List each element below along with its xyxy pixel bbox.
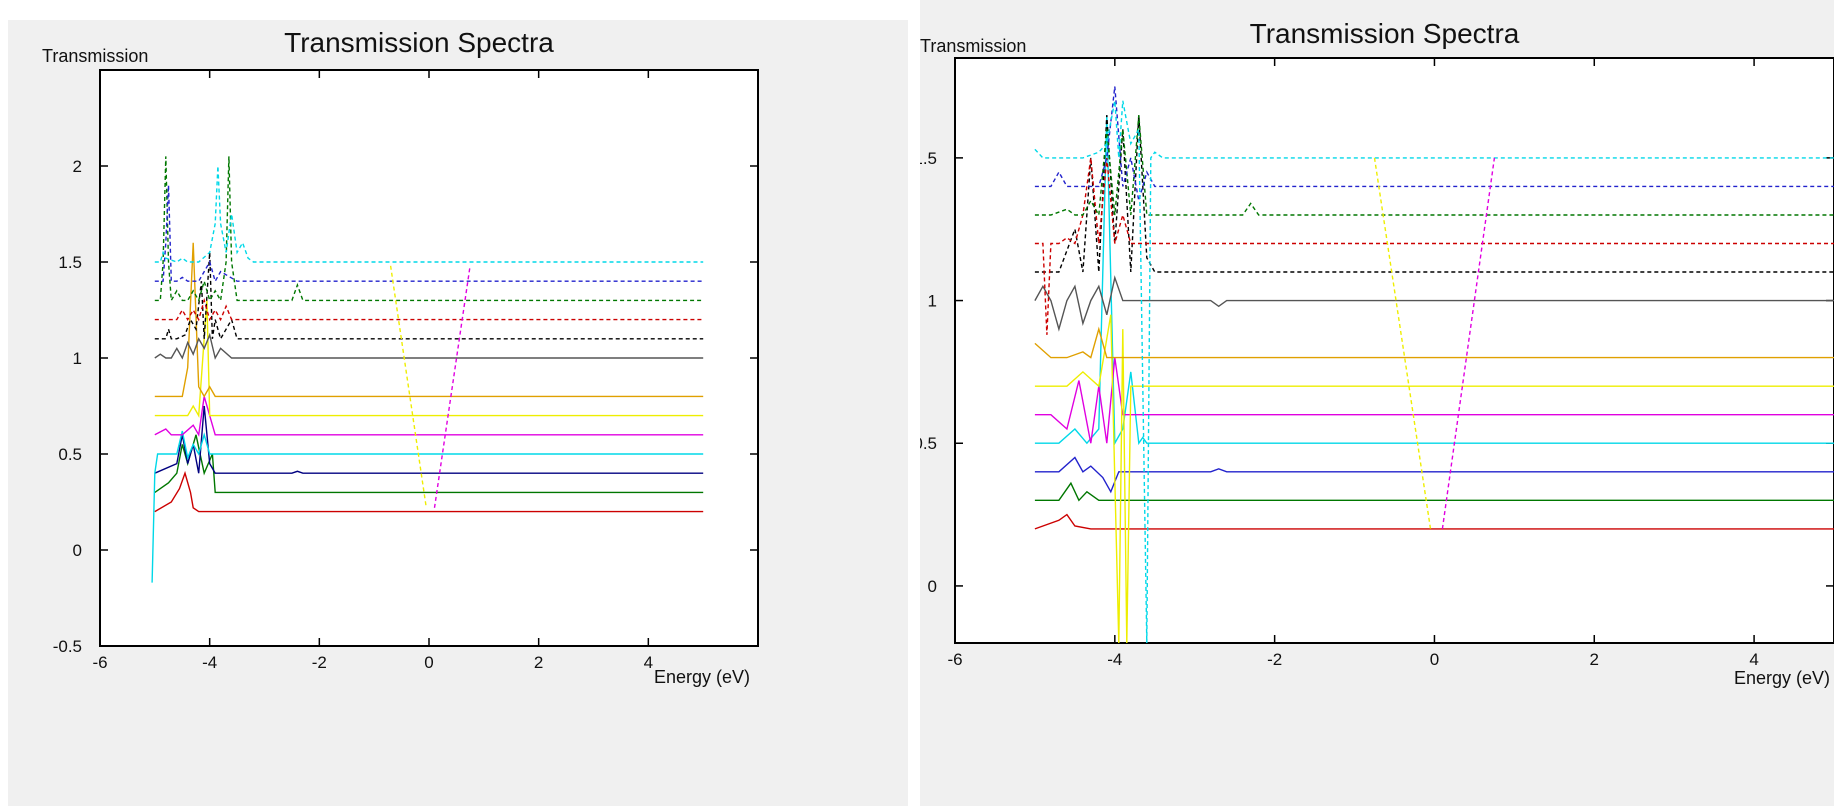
series-line-10 bbox=[154, 156, 704, 303]
x-tick-label: 2 bbox=[1590, 650, 1599, 669]
series-group bbox=[151, 156, 704, 583]
series-line-5 bbox=[1034, 314, 1834, 643]
series-line-6 bbox=[1034, 326, 1834, 359]
series-line-9 bbox=[154, 297, 704, 322]
y-tick-label: 0 bbox=[73, 541, 82, 560]
series-line-6 bbox=[154, 242, 704, 398]
series-line-7 bbox=[1034, 275, 1834, 332]
series-line-11 bbox=[154, 185, 704, 284]
y-tick-label: -0.5 bbox=[53, 637, 82, 656]
chart-panel-left: Transmission Spectra Transmission Energy (… bbox=[8, 20, 908, 806]
chart-left: Transmission Spectra Transmission Energy (… bbox=[42, 27, 759, 687]
series-line-2 bbox=[1034, 456, 1834, 494]
x-axis-label: Energy (eV) bbox=[1734, 668, 1830, 688]
series-line-7 bbox=[154, 332, 704, 360]
chart-right: Transmission Spectra Transmission Energy (… bbox=[920, 18, 1834, 688]
x-tick-label: 4 bbox=[1749, 650, 1758, 669]
series-line-4 bbox=[154, 396, 704, 437]
series-line-0 bbox=[1034, 513, 1834, 530]
series-line-13 bbox=[389, 265, 427, 508]
y-tick-label: 1.5 bbox=[58, 253, 82, 272]
series-line-12 bbox=[1034, 100, 1834, 643]
series-line-0 bbox=[154, 470, 704, 513]
x-tick-label: -6 bbox=[92, 653, 107, 672]
x-tick-label: -2 bbox=[312, 653, 327, 672]
chart-title: Transmission Spectra bbox=[1250, 18, 1520, 49]
x-tick-label: 0 bbox=[1430, 650, 1439, 669]
x-tick-label: -2 bbox=[1267, 650, 1282, 669]
series-line-5 bbox=[154, 300, 704, 418]
y-axis-label: Transmission bbox=[42, 46, 148, 66]
x-tick-label: 4 bbox=[644, 653, 653, 672]
x-tick-label: -4 bbox=[1107, 650, 1122, 669]
series-line-3 bbox=[1034, 115, 1834, 446]
y-tick-label: 1 bbox=[928, 292, 937, 311]
series-line-9 bbox=[1034, 157, 1834, 335]
series-group bbox=[1034, 86, 1834, 643]
series-line-12 bbox=[154, 165, 704, 263]
chart-panel-right: Transmission Spectra Transmission Energy (… bbox=[920, 0, 1834, 806]
plot-area bbox=[954, 57, 1834, 644]
y-axis-label: Transmission bbox=[920, 36, 1026, 56]
y-tick-label: 0.5 bbox=[58, 445, 82, 464]
x-tick-label: 2 bbox=[534, 653, 543, 672]
series-line-3 bbox=[151, 430, 704, 583]
chart-title: Transmission Spectra bbox=[284, 27, 554, 58]
x-tick-label: 0 bbox=[424, 653, 433, 672]
y-tick-label: 0.5 bbox=[920, 434, 937, 453]
y-tick-label: 1 bbox=[73, 349, 82, 368]
y-tick-label: 0 bbox=[928, 577, 937, 596]
series-line-11 bbox=[1034, 86, 1834, 201]
x-tick-label: -4 bbox=[202, 653, 217, 672]
y-tick-label: 1.5 bbox=[920, 149, 937, 168]
x-axis-label: Energy (eV) bbox=[654, 667, 750, 687]
y-tick-label: 2 bbox=[73, 157, 82, 176]
series-line-14 bbox=[433, 265, 471, 508]
x-tick-label: -6 bbox=[947, 650, 962, 669]
